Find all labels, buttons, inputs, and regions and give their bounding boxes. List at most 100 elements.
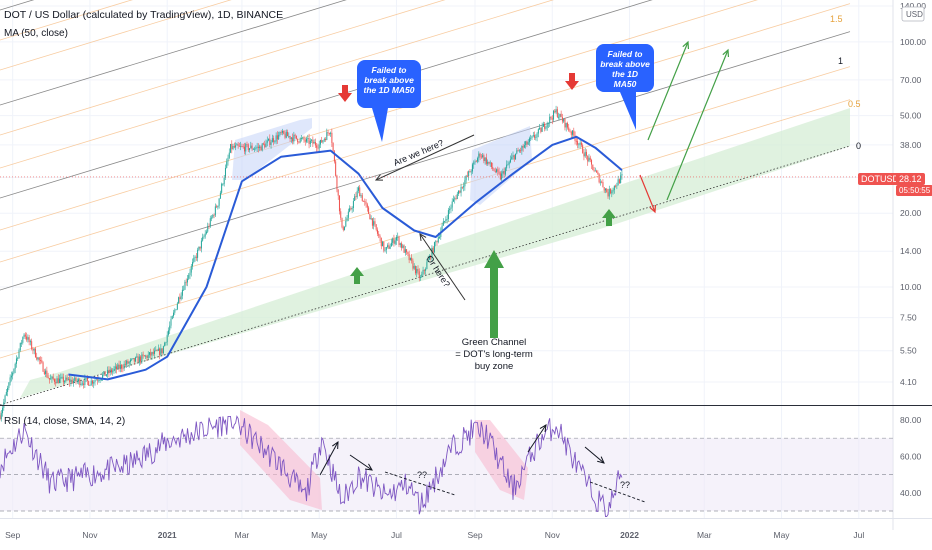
candle [222, 182, 224, 186]
candle-body [127, 360, 129, 364]
candle [502, 168, 504, 178]
candle [515, 153, 517, 160]
candle [479, 152, 481, 161]
candle-body [148, 352, 150, 355]
candle-body [592, 164, 594, 171]
candle-body [530, 137, 532, 139]
candle [60, 373, 62, 384]
candle-body [174, 310, 176, 313]
candle [266, 136, 268, 147]
candle [584, 147, 586, 158]
candle-body [55, 381, 57, 384]
candle [422, 266, 424, 276]
candle [292, 133, 294, 145]
candle [475, 159, 477, 163]
candle-body [275, 135, 277, 142]
candle [167, 327, 169, 337]
candle-body [84, 378, 86, 385]
candle-body [280, 132, 282, 133]
candle-body [610, 189, 612, 194]
candle [621, 169, 623, 180]
candle-body [236, 144, 238, 146]
candle [330, 131, 332, 137]
candle [233, 142, 235, 149]
candle [205, 229, 207, 235]
candle [363, 200, 365, 202]
candle [378, 230, 380, 239]
candle-body [264, 144, 266, 148]
candle-body [156, 349, 158, 351]
candle [322, 139, 324, 144]
rsi-arrow-down-1 [349, 454, 373, 471]
candle-body [357, 187, 359, 191]
candle [135, 356, 137, 363]
candle-body [503, 171, 505, 175]
rsi-arrow-up-2-head [539, 424, 547, 433]
candle-body [335, 161, 337, 176]
projection-up-1 [647, 40, 690, 141]
price-tick-7.50: 7.50 [900, 313, 917, 323]
candle-body [114, 366, 116, 369]
candle [413, 263, 415, 270]
candle [287, 129, 289, 137]
candle-body [474, 161, 476, 163]
candle-body [376, 229, 378, 234]
projection-up-2-head [722, 48, 730, 58]
candle-body [228, 152, 230, 158]
candle [551, 115, 553, 125]
candle-body [579, 142, 581, 145]
candle [251, 142, 253, 152]
candle-body [188, 275, 190, 279]
candle-body [51, 376, 53, 379]
candle-body [487, 161, 489, 164]
candle-body [21, 342, 23, 344]
candle [513, 154, 515, 162]
candle [536, 132, 538, 142]
candle-body [378, 233, 380, 236]
candle [542, 121, 544, 127]
candle [368, 205, 370, 215]
candle-body [162, 346, 164, 354]
candle [9, 374, 11, 386]
candle [119, 360, 121, 373]
candle-body [531, 136, 533, 138]
candle-body [388, 245, 390, 249]
candle [490, 162, 492, 170]
candle [69, 374, 71, 387]
candle-body [554, 110, 556, 113]
candle-body [32, 348, 34, 351]
candle [91, 379, 93, 387]
candle-body [433, 242, 435, 253]
candle-body [232, 146, 234, 150]
candle [28, 334, 30, 346]
candle-body [89, 385, 91, 386]
candle-body [119, 365, 121, 369]
candle-body [347, 211, 349, 218]
candle [469, 168, 471, 173]
candle [45, 368, 47, 378]
candle [122, 364, 124, 373]
candle-body [75, 377, 77, 382]
candle-body [618, 179, 620, 184]
candle-body [60, 377, 62, 379]
candle [612, 188, 614, 195]
candle [235, 142, 237, 151]
candle [376, 227, 378, 237]
candle [246, 141, 248, 148]
candle [169, 321, 171, 334]
candle [207, 222, 209, 233]
candle-body [313, 141, 315, 144]
candle-body [485, 157, 487, 164]
candle-body [294, 134, 296, 136]
candle [535, 134, 537, 141]
candle [311, 138, 313, 143]
candle-body [251, 145, 253, 150]
rsi-legend: RSI (14, close, SMA, 14, 2) [4, 416, 125, 427]
candle-body [577, 141, 579, 145]
time-tick-Jul-5: Jul [391, 530, 402, 540]
price-tick-4.10: 4.10 [900, 377, 917, 387]
candle [124, 360, 126, 368]
candle-body [227, 157, 229, 162]
candle-body [109, 369, 111, 373]
